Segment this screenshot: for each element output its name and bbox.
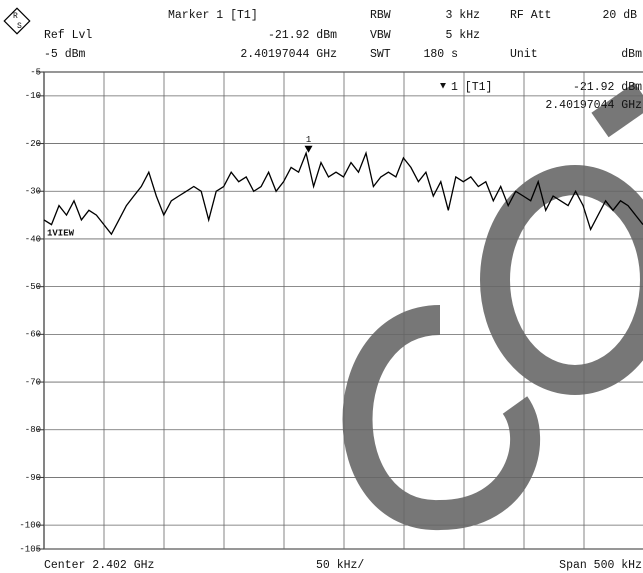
marker-title: Marker 1 [T1] <box>168 9 258 22</box>
unit: dBm <box>621 48 642 61</box>
svg-text:R: R <box>13 12 18 21</box>
rf-att-label: RF Att <box>510 9 551 22</box>
y-tick-label: -10 <box>25 91 41 101</box>
marker-level: -21.92 dBm <box>268 29 337 42</box>
logo: R S <box>3 7 31 35</box>
marker-box-level: -21.92 dBm <box>573 81 642 94</box>
watermark <box>342 82 643 531</box>
y-tick-label: -90 <box>25 473 41 483</box>
y-tick-label: -105 <box>19 544 41 554</box>
y-tick-label: -60 <box>25 330 41 340</box>
vbw-label: VBW <box>370 29 391 42</box>
div: 50 kHz/ <box>316 559 364 572</box>
swt-label: SWT <box>370 48 391 61</box>
center: Center 2.402 GHz <box>44 559 154 572</box>
rf-att: 20 dB <box>602 9 637 22</box>
y-tick-label: -5 <box>30 67 41 77</box>
marker-box-freq: 2.40197044 GHz <box>545 99 642 112</box>
rbw: 3 kHz <box>445 9 480 22</box>
marker-box-title: 1 [T1] <box>451 81 492 94</box>
y-tick-label: -40 <box>25 234 41 244</box>
ref-lvl: -5 dBm <box>44 48 86 61</box>
y-tick-label: -70 <box>25 377 41 387</box>
svg-text:S: S <box>17 22 22 31</box>
y-tick-label: -80 <box>25 425 41 435</box>
marker-label: 1 <box>306 135 311 145</box>
y-tick-label: -30 <box>25 187 41 197</box>
y-tick-label: -100 <box>19 521 41 531</box>
unit-label: Unit <box>510 48 538 61</box>
trace <box>43 150 643 236</box>
marker <box>304 145 313 153</box>
vbw: 5 kHz <box>445 29 480 42</box>
swt: 180 s <box>423 48 458 61</box>
marker-freq: 2.40197044 GHz <box>240 48 337 61</box>
y-tick-label: -20 <box>25 139 41 149</box>
trace-label: 1VIEW <box>47 228 75 238</box>
rbw-label: RBW <box>370 9 391 22</box>
ref-lvl-label: Ref Lvl <box>44 29 92 42</box>
marker-box-symbol: ▼ <box>440 82 446 93</box>
span: Span 500 kHz <box>559 559 642 572</box>
y-tick-label: -50 <box>25 282 41 292</box>
